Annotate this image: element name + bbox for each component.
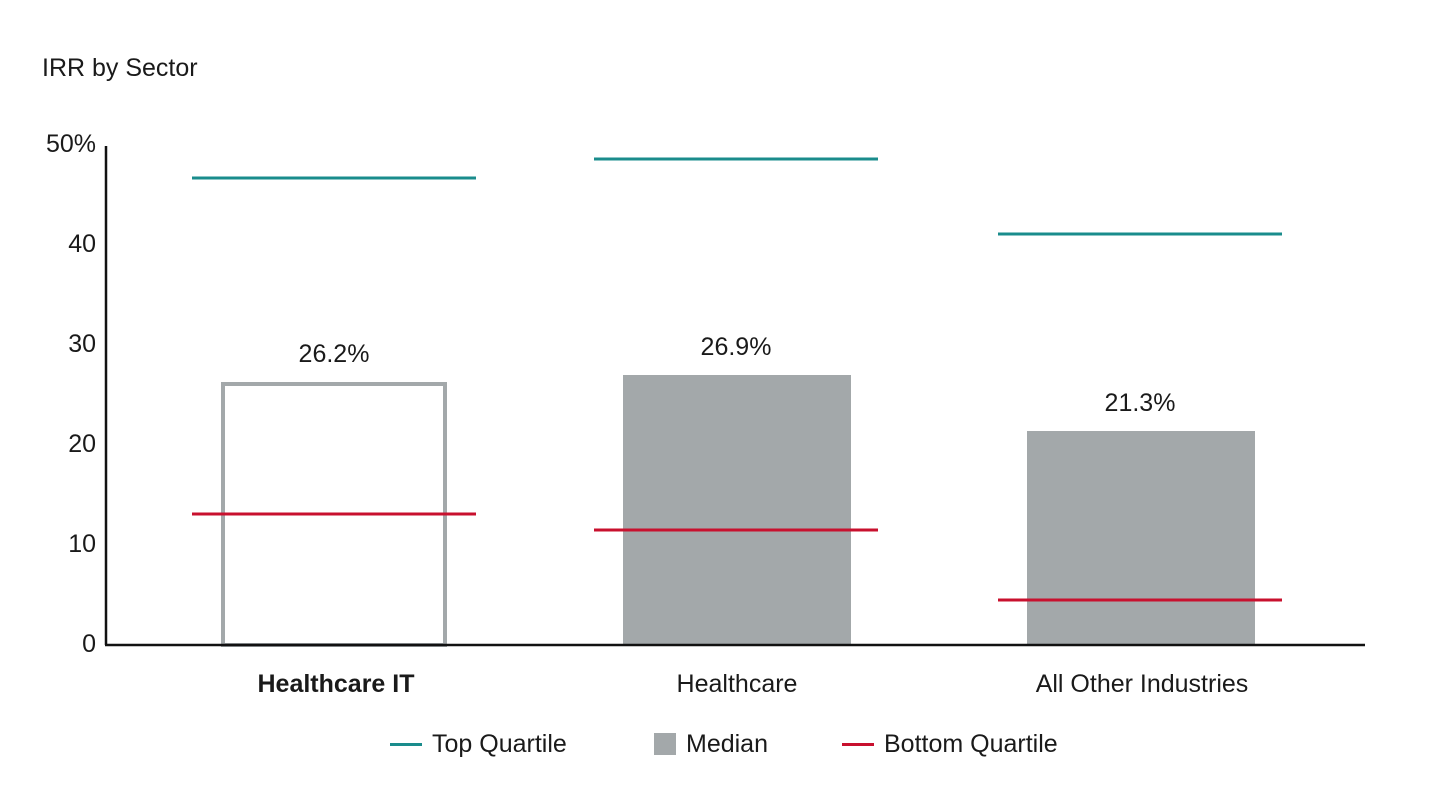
legend-label-median: Median	[686, 729, 768, 758]
chart-title: IRR by Sector	[42, 54, 198, 82]
legend-label-bottom-quartile: Bottom Quartile	[884, 729, 1058, 758]
x-category-label: Healthcare	[677, 670, 798, 698]
top-quartile-lines	[192, 157, 1282, 236]
legend-item-bottom-quartile: Bottom Quartile	[842, 726, 1058, 762]
median-swatch	[654, 733, 676, 755]
y-tick-label: 50%	[46, 130, 96, 158]
legend-item-median: Median	[654, 726, 768, 762]
legend-item-top-quartile: Top Quartile	[390, 726, 567, 762]
y-tick-label: 40	[68, 230, 96, 258]
top-quartile-swatch	[390, 742, 422, 746]
y-tick-label: 0	[82, 630, 96, 658]
median-value-labels: 26.2% 26.9% 21.3%	[299, 333, 1176, 417]
legend: Top Quartile Median Bottom Quartile	[0, 726, 1440, 762]
y-tick-label: 10	[68, 530, 96, 558]
median-bars	[221, 375, 1255, 647]
median-value-label: 21.3%	[1105, 389, 1176, 417]
y-axis-ticks: 0 10 20 30 40 50%	[46, 130, 96, 658]
x-axis-category-labels: Healthcare IT Healthcare All Other Industr…	[257, 670, 1248, 698]
median-bar	[623, 375, 851, 644]
y-tick-label: 30	[68, 330, 96, 358]
bottom-quartile-swatch	[842, 742, 874, 746]
legend-label-top-quartile: Top Quartile	[432, 729, 567, 758]
bottom-quartile-lines	[192, 512, 1282, 602]
median-value-label: 26.2%	[299, 340, 370, 368]
median-value-label: 26.9%	[701, 333, 772, 361]
x-category-label: All Other Industries	[1036, 670, 1249, 698]
x-category-label: Healthcare IT	[257, 670, 414, 698]
y-tick-label: 20	[68, 430, 96, 458]
median-bar	[1027, 431, 1255, 644]
